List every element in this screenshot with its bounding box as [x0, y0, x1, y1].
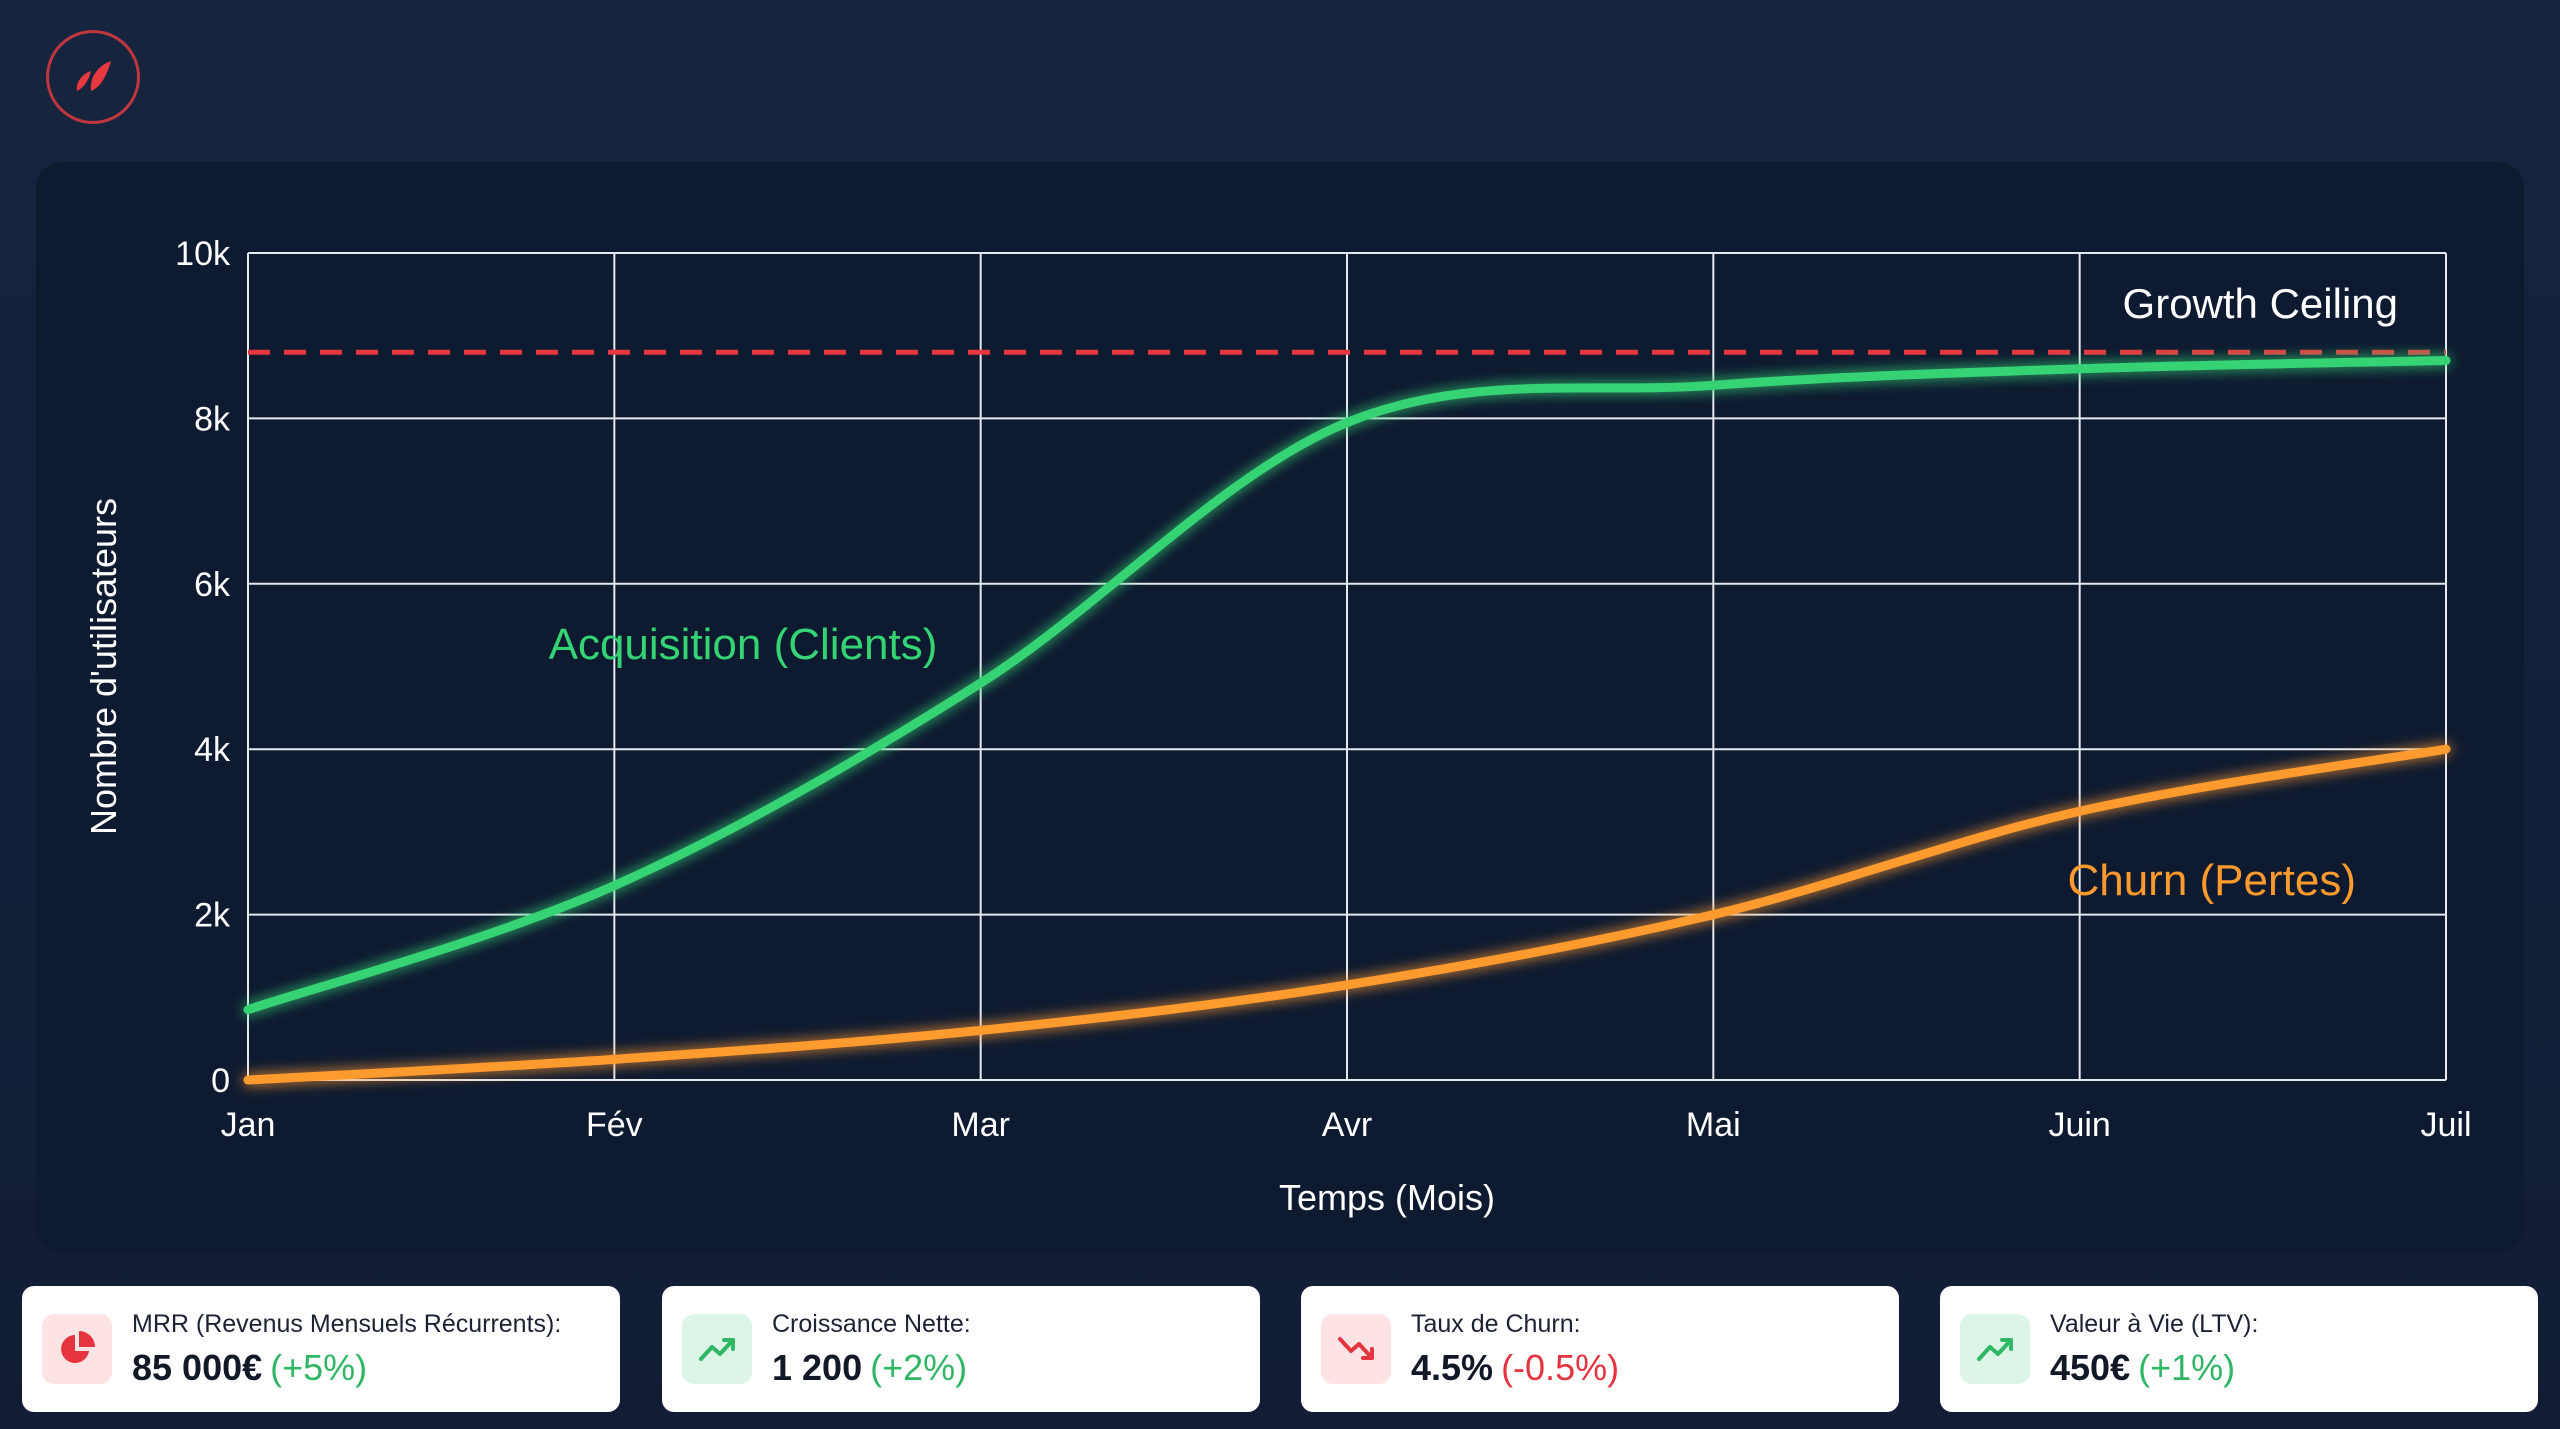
data-point: [978, 1027, 984, 1033]
trend-up-icon: [1977, 1338, 2013, 1361]
data-point: [1710, 912, 1716, 918]
kpi-label: MRR (Revenus Mensuels Récurrents):: [132, 1309, 562, 1338]
kpi-label: Valeur à Vie (LTV):: [2050, 1309, 2259, 1338]
series-label-acquisition: Acquisition (Clients): [549, 620, 938, 669]
data-point: [978, 680, 984, 686]
kpi-delta: (-0.5%): [1501, 1346, 1620, 1388]
data-point: [1344, 982, 1350, 988]
kpi-icon-box: [682, 1314, 752, 1384]
x-tick-label: Juin: [2048, 1106, 2110, 1144]
pie-chart-icon: [61, 1331, 95, 1363]
logo-icon: [76, 61, 111, 91]
kpi-card-mrr[interactable]: MRR (Revenus Mensuels Récurrents): 85 00…: [22, 1286, 620, 1412]
x-tick-label: Fév: [586, 1106, 643, 1144]
kpi-value: 85 000€: [132, 1346, 263, 1388]
data-point: [2077, 366, 2083, 372]
series-line-churn: [243, 744, 2451, 1085]
data-point: [611, 883, 617, 889]
kpi-card-churn-rate[interactable]: Taux de Churn: 4.5% (-0.5%): [1301, 1286, 1899, 1412]
kpi-value: 1 200: [772, 1346, 863, 1388]
kpi-delta: (+1%): [2138, 1346, 2236, 1388]
data-point: [1710, 382, 1716, 388]
y-tick-label: 2k: [194, 897, 231, 935]
kpi-icon-box: [1960, 1314, 2030, 1384]
growth-ceiling-label: Growth Ceiling: [2123, 280, 2398, 327]
chart-card: 0 2k 4k 6k 8k 10k Jan Fév Mar Avr Mai Juin Juil Grow…: [36, 162, 2524, 1252]
line-chart: 0 2k 4k 6k 8k 10k Jan Fév Mar Avr Mai Juin Juil Grow…: [83, 235, 2472, 1218]
data-point: [1344, 420, 1350, 426]
kpi-icon-box: [1321, 1314, 1391, 1384]
kpi-card-ltv[interactable]: Valeur à Vie (LTV): 450€ (+1%): [1940, 1286, 2538, 1412]
x-axis-title: Temps (Mois): [1279, 1177, 1495, 1218]
series-label-churn: Churn (Pertes): [2067, 856, 2356, 905]
data-point: [2443, 746, 2449, 752]
kpi-label: Croissance Nette:: [772, 1309, 971, 1338]
kpi-delta: (+2%): [870, 1346, 968, 1388]
kpi-value: 450€: [2050, 1346, 2131, 1388]
trend-down-icon: [1338, 1337, 1374, 1360]
y-tick-label: 4k: [194, 731, 231, 769]
x-tick-label: Mar: [951, 1106, 1010, 1144]
kpi-icon-box: [42, 1314, 112, 1384]
kpi-delta: (+5%): [270, 1346, 368, 1388]
kpi-row: MRR (Revenus Mensuels Récurrents): 85 00…: [22, 1286, 2538, 1412]
y-tick-label: 10k: [175, 235, 231, 273]
x-tick-label: Jan: [221, 1106, 276, 1144]
data-point: [245, 1007, 251, 1013]
kpi-label: Taux de Churn:: [1411, 1309, 1581, 1338]
data-point: [611, 1056, 617, 1062]
data-point: [2077, 808, 2083, 814]
data-point: [2443, 358, 2449, 364]
y-tick-label: 8k: [194, 400, 231, 438]
series-line-acquisition: [243, 356, 2451, 1015]
trend-up-icon: [699, 1338, 735, 1361]
kpi-value: 4.5%: [1411, 1346, 1494, 1388]
data-point: [245, 1077, 251, 1083]
x-tick-label: Avr: [1322, 1106, 1372, 1144]
kpi-card-net-growth[interactable]: Croissance Nette: 1 200 (+2%): [662, 1286, 1260, 1412]
x-tick-label: Juil: [2420, 1106, 2471, 1144]
y-tick-label: 6k: [194, 566, 231, 604]
x-tick-label: Mai: [1686, 1106, 1741, 1144]
brand-logo[interactable]: [46, 30, 140, 124]
y-axis-title: Nombre d'utilisateurs: [83, 498, 124, 835]
y-tick-label: 0: [211, 1062, 230, 1100]
